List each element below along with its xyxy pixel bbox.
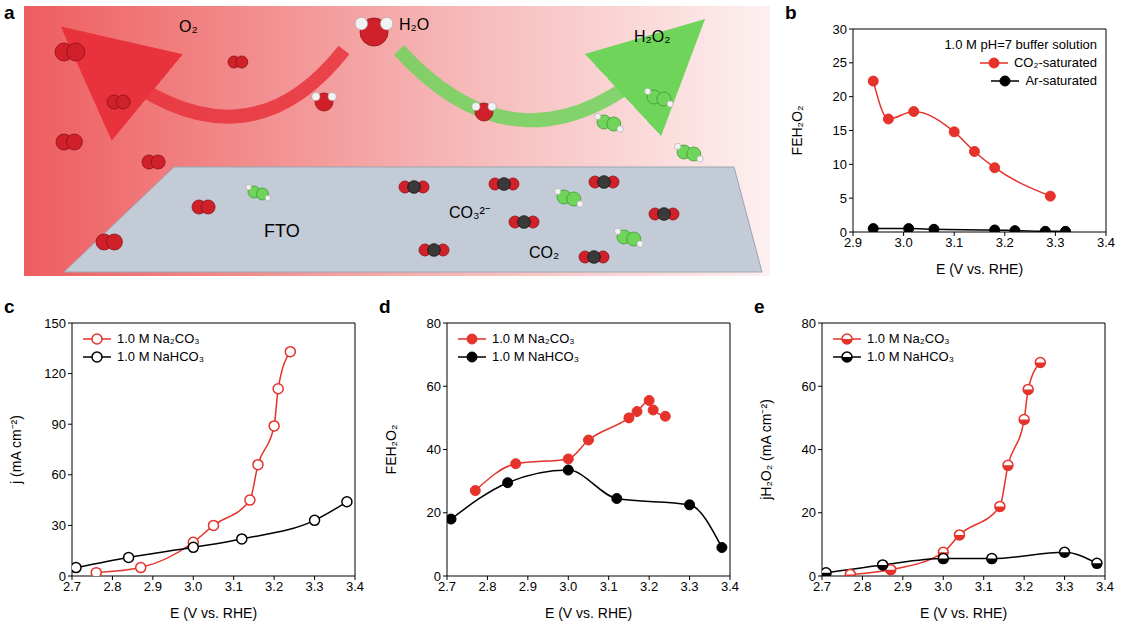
svg-text:3.1: 3.1 — [600, 579, 618, 594]
svg-text:3.2: 3.2 — [265, 579, 283, 594]
svg-text:CO₃²⁻: CO₃²⁻ — [449, 204, 490, 221]
svg-text:3.0: 3.0 — [934, 579, 952, 594]
svg-text:2.7: 2.7 — [438, 579, 456, 595]
html-text:1.0 M Na₂CO₃: 1.0 M Na₂CO₃ — [867, 331, 950, 346]
svg-text:0: 0 — [59, 569, 66, 584]
html-text:b: b — [785, 2, 797, 23]
svg-text:2.7: 2.7 — [813, 579, 831, 595]
svg-text:40: 40 — [802, 442, 816, 457]
svg-text:H₂O: H₂O — [399, 16, 429, 33]
svg-text:15: 15 — [833, 123, 847, 138]
svg-text:2.8: 2.8 — [853, 579, 871, 594]
svg-text:20: 20 — [833, 89, 847, 104]
svg-text:3.4: 3.4 — [1096, 579, 1114, 594]
svg-text:20: 20 — [427, 505, 441, 520]
svg-text:3.4: 3.4 — [1097, 235, 1115, 250]
svg-text:0: 0 — [840, 225, 847, 240]
svg-text:2.9: 2.9 — [844, 235, 862, 251]
svg-text:40: 40 — [427, 442, 441, 457]
svg-text:5: 5 — [840, 191, 847, 206]
svg-text:60: 60 — [802, 379, 816, 394]
svg-text:3.0: 3.0 — [895, 235, 913, 250]
html-text:c: c — [4, 296, 15, 317]
svg-text:30: 30 — [52, 518, 66, 533]
html-text:1.0 M NaHCO₃: 1.0 M NaHCO₃ — [867, 349, 954, 364]
svg-text:10: 10 — [833, 157, 847, 172]
svg-text:jH₂O₂ (mA cm⁻²): jH₂O₂ (mA cm⁻²) — [758, 399, 774, 501]
svg-text:FEH₂O₂: FEH₂O₂ — [789, 106, 805, 156]
svg-text:60: 60 — [427, 379, 441, 394]
svg-text:3.1: 3.1 — [945, 235, 963, 250]
svg-text:E (V vs. RHE): E (V vs. RHE) — [920, 605, 1007, 621]
svg-text:2.9: 2.9 — [894, 579, 912, 594]
svg-text:2.8: 2.8 — [478, 579, 496, 594]
svg-text:3.1: 3.1 — [975, 579, 993, 594]
html-text:1.0 M NaHCO₃: 1.0 M NaHCO₃ — [117, 349, 204, 364]
svg-text:CO₂: CO₂ — [529, 244, 559, 261]
html-text:a: a — [4, 2, 15, 23]
svg-text:0: 0 — [434, 569, 441, 584]
svg-text:120: 120 — [44, 366, 66, 381]
svg-text:25: 25 — [833, 55, 847, 70]
svg-text:2.9: 2.9 — [144, 579, 162, 594]
svg-text:90: 90 — [52, 417, 66, 432]
html-text:Ar-saturated: Ar-saturated — [1025, 73, 1097, 88]
svg-text:60: 60 — [52, 467, 66, 482]
svg-text:3.3: 3.3 — [681, 579, 699, 594]
svg-text:3.0: 3.0 — [559, 579, 577, 594]
svg-text:80: 80 — [802, 316, 816, 331]
svg-text:3.2: 3.2 — [1015, 579, 1033, 594]
svg-text:j (mA cm⁻²): j (mA cm⁻²) — [8, 415, 24, 485]
html-text:1.0 M Na₂CO₃: 1.0 M Na₂CO₃ — [492, 331, 575, 346]
svg-text:3.4: 3.4 — [346, 579, 364, 594]
svg-text:FEH₂O₂: FEH₂O₂ — [383, 425, 399, 475]
svg-text:80: 80 — [427, 316, 441, 331]
svg-text:150: 150 — [44, 316, 66, 331]
svg-text:2.9: 2.9 — [519, 579, 537, 594]
svg-text:3.3: 3.3 — [306, 579, 324, 594]
svg-text:O₂: O₂ — [179, 18, 198, 35]
svg-text:E (V vs. RHE): E (V vs. RHE) — [545, 605, 632, 621]
html-text:1.0 M Na₂CO₃: 1.0 M Na₂CO₃ — [117, 331, 200, 346]
svg-text:3.1: 3.1 — [225, 579, 243, 594]
html-text:e: e — [754, 296, 765, 317]
svg-text:H₂O₂: H₂O₂ — [634, 28, 670, 45]
html-text:CO₂-saturated: CO₂-saturated — [1013, 55, 1097, 70]
html-text:1.0 M NaHCO₃: 1.0 M NaHCO₃ — [492, 349, 579, 364]
svg-text:3.0: 3.0 — [184, 579, 202, 594]
svg-text:20: 20 — [802, 505, 816, 520]
svg-text:3.4: 3.4 — [721, 579, 739, 594]
svg-text:2.7: 2.7 — [63, 579, 81, 595]
svg-text:3.3: 3.3 — [1046, 235, 1064, 250]
svg-text:E (V vs. RHE): E (V vs. RHE) — [170, 605, 257, 621]
svg-text:3.3: 3.3 — [1056, 579, 1074, 594]
svg-text:30: 30 — [833, 22, 847, 37]
html-text:1.0 M pH=7 buffer solution: 1.0 M pH=7 buffer solution — [944, 37, 1097, 52]
svg-text:FTO: FTO — [264, 221, 300, 241]
svg-text:0: 0 — [809, 569, 816, 584]
svg-text:3.2: 3.2 — [640, 579, 658, 594]
svg-text:2.8: 2.8 — [103, 579, 121, 594]
html-text:d: d — [379, 296, 391, 317]
svg-text:E (V vs. RHE): E (V vs. RHE) — [936, 261, 1023, 277]
svg-text:3.2: 3.2 — [996, 235, 1014, 250]
